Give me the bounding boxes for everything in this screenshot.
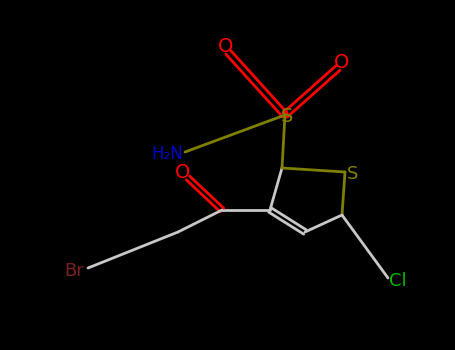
Text: O: O (334, 54, 350, 72)
Text: H₂N: H₂N (151, 145, 183, 163)
Text: Cl: Cl (389, 272, 407, 290)
Text: Br: Br (64, 262, 84, 280)
Text: S: S (281, 107, 293, 126)
Text: S: S (347, 165, 359, 183)
Text: O: O (175, 163, 191, 182)
Text: O: O (218, 37, 234, 56)
